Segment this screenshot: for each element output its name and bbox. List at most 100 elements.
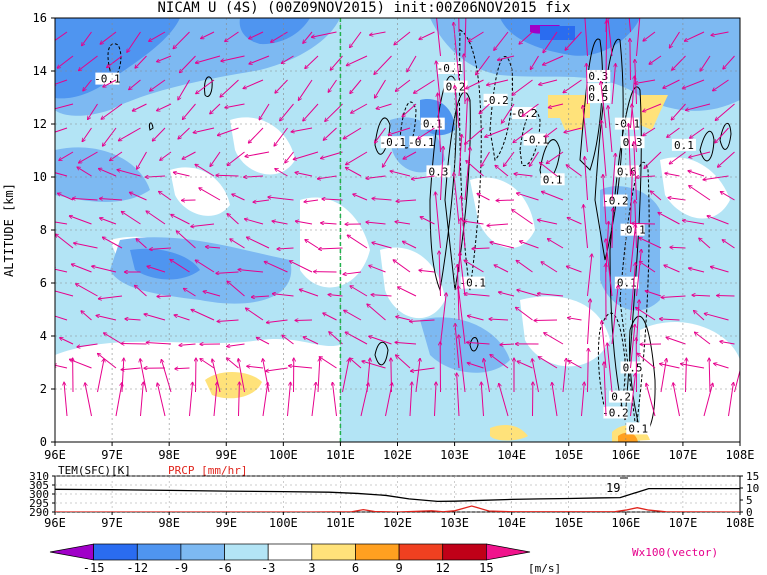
wind-vector <box>132 103 147 111</box>
wind-vector <box>304 200 319 202</box>
wind-vector <box>566 266 582 273</box>
wind-vector <box>372 198 392 200</box>
wind-vector <box>663 79 680 88</box>
wind-vector <box>157 383 166 417</box>
wind-vector <box>630 262 636 321</box>
wind-vector <box>72 198 98 200</box>
wind-vector <box>149 248 172 249</box>
wind-vector <box>709 358 710 393</box>
contour-label: 0.6 <box>617 165 637 178</box>
ts-x-tick-label: 98E <box>158 516 180 530</box>
wind-vector <box>144 314 166 321</box>
wind-vector <box>230 239 245 249</box>
ts-y-tick-label: 310 <box>29 470 49 483</box>
wind-vector <box>497 55 515 60</box>
wind-vector <box>238 270 264 273</box>
wind-vector <box>82 31 92 46</box>
wind-vector <box>382 151 392 167</box>
colorbar-tick-label: -9 <box>174 561 188 575</box>
wind-vector <box>481 151 490 167</box>
wind-vector <box>303 31 313 43</box>
wind-vector <box>353 194 368 201</box>
wind-vector <box>411 175 435 179</box>
wind-vector <box>503 151 515 166</box>
wind-vector <box>78 151 98 163</box>
wind-vector <box>541 262 558 273</box>
wind-vector <box>264 261 288 273</box>
wind-vector <box>317 175 337 179</box>
colorbar: -15 -12 -9 -6 -3 3 6 9 12 15 <box>49 543 531 575</box>
wind-vector <box>246 237 270 249</box>
wind-vector <box>350 286 368 297</box>
wind-vector <box>660 364 680 369</box>
wind-vector <box>152 127 166 141</box>
wind-vector <box>374 79 386 98</box>
wind-vector <box>137 151 147 169</box>
wind-vector <box>720 192 735 201</box>
wind-vector <box>455 85 460 129</box>
wind-vector <box>630 324 635 369</box>
x-tick-label: 99E <box>215 448 237 462</box>
wind-vector <box>636 176 656 177</box>
wind-vector <box>517 361 533 369</box>
wind-vector <box>217 320 239 321</box>
wind-vector <box>295 221 313 225</box>
wind-vector <box>118 127 141 141</box>
wind-vector <box>635 59 637 105</box>
contour-label-bg <box>603 406 628 419</box>
wind-vector <box>636 18 641 57</box>
wind-vector <box>643 127 656 136</box>
wind-vector <box>147 266 166 273</box>
wind-vector <box>394 31 411 45</box>
prcp-legend-label: PRCP [mm/hr] <box>168 464 247 477</box>
wind-vector <box>345 332 368 345</box>
wind-vector <box>225 103 245 108</box>
wind-vector <box>604 362 607 417</box>
wind-vector <box>539 79 558 85</box>
wind-vector <box>227 343 245 347</box>
wind-vector <box>266 367 288 371</box>
wind-vector <box>547 239 564 249</box>
wind-vector <box>639 238 662 249</box>
wind-vector <box>635 79 656 84</box>
contour-label-bg <box>483 93 508 106</box>
wind-vector <box>464 260 484 273</box>
wind-vector <box>343 271 362 274</box>
wind-vector <box>282 335 294 345</box>
wind-vector <box>350 31 362 48</box>
wind-vector <box>102 127 117 146</box>
wind-vector <box>103 79 117 87</box>
wind-vector <box>516 260 533 273</box>
wind-vector <box>522 103 539 116</box>
contour-label-bg <box>380 136 405 149</box>
ts-x-tick-label: 108E <box>726 516 755 530</box>
ts-x-tick-label: 99E <box>215 516 237 530</box>
wind-vector <box>487 224 509 226</box>
contour-label: -0.1 <box>522 134 549 147</box>
contour-label: -0.1 <box>408 136 435 149</box>
wind-vector <box>402 103 417 117</box>
wind-vector <box>660 358 667 393</box>
wind-vector <box>135 55 147 68</box>
colorbar-swatch <box>442 543 487 561</box>
wind-vector <box>639 261 656 273</box>
ts-x-axis-ticks: 96E 97E 98E 99E 100E 101E 102E 103E 104E 105E 106E… <box>44 512 754 530</box>
wind-vector <box>630 38 631 81</box>
wind-vector <box>376 103 392 109</box>
wind-vector <box>117 170 141 177</box>
wind-vector <box>603 174 607 225</box>
wind-vector <box>669 31 680 48</box>
wind-vector <box>440 293 447 345</box>
wind-vector <box>458 286 466 345</box>
wind-vector <box>173 31 190 49</box>
wind-vector <box>710 267 729 273</box>
wind-vector <box>100 31 117 44</box>
wind-vector <box>413 79 435 93</box>
wind-vector <box>402 241 417 249</box>
contour-label: -0.2 <box>602 195 629 208</box>
wind-vector <box>715 103 735 120</box>
contour-label: -0.2 <box>482 94 509 107</box>
ts-y-tick-label: 290 <box>29 506 49 519</box>
wind-vector <box>583 205 588 249</box>
